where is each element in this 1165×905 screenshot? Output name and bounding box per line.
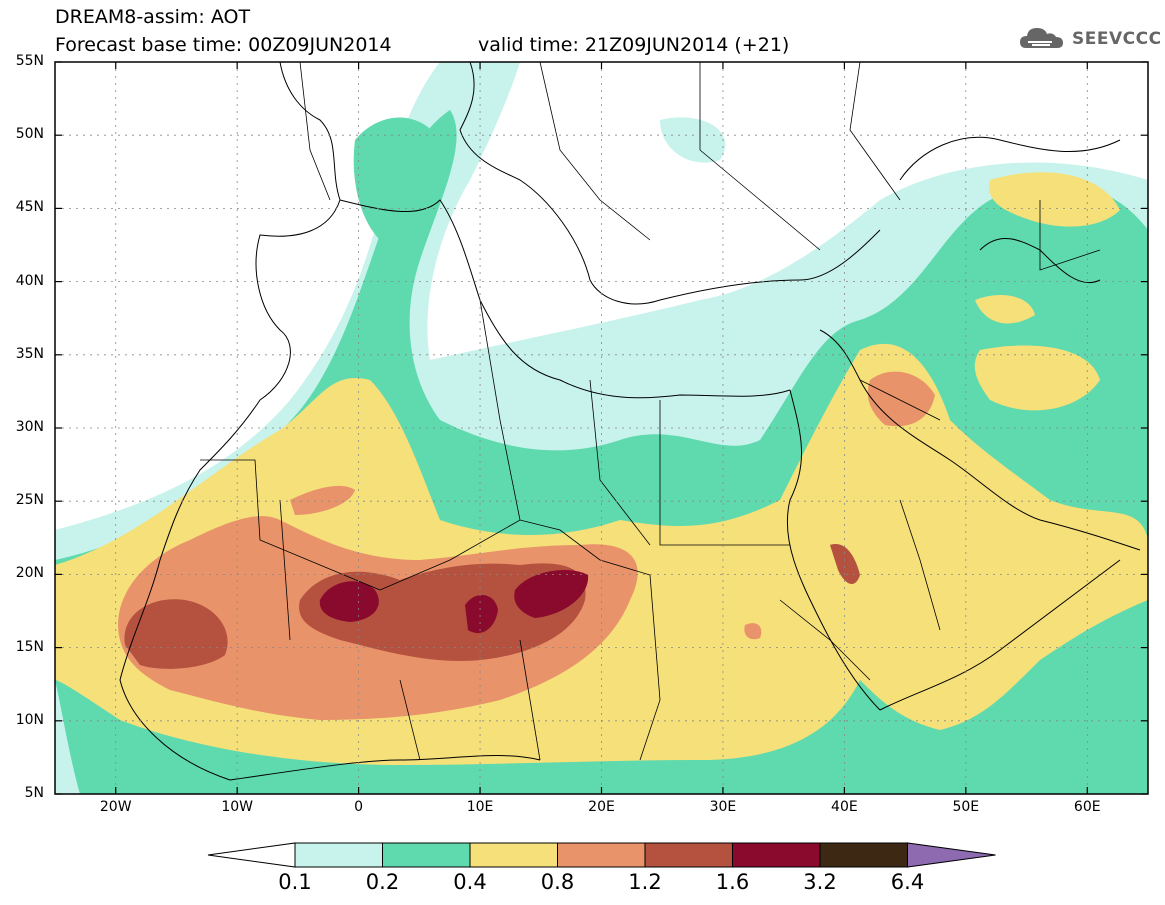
lon-label: 60E	[1073, 799, 1101, 815]
lon-label: 10E	[466, 799, 494, 815]
colorbar-level-label: 0.4	[453, 870, 487, 894]
country-borders	[200, 62, 1101, 761]
lon-label: 20E	[588, 799, 615, 815]
colorbar-level-label: 0.8	[540, 870, 575, 894]
colorbar-segment	[732, 842, 821, 868]
map-title: DREAM8-assim: AOT	[55, 6, 251, 28]
lat-label: 5N	[24, 785, 44, 801]
colorbar-segment	[557, 842, 646, 868]
colorbar-under-arrow	[207, 842, 296, 868]
lon-label: 30E	[709, 799, 737, 815]
colorbar-segment	[644, 842, 733, 868]
logo-text: SEEVCCC	[1072, 29, 1162, 49]
lat-label: 40N	[15, 272, 44, 289]
colorbar-segment	[469, 842, 558, 868]
colorbar-segment	[819, 842, 908, 868]
lat-label: 35N	[15, 345, 44, 362]
seevccc-logo: SEEVCCC	[1018, 24, 1162, 54]
graticule	[55, 62, 1148, 794]
colorbar-over-arrow	[907, 842, 996, 868]
coastlines	[119, 62, 1141, 781]
axis-ticks	[55, 61, 1148, 795]
lat-label: 45N	[15, 199, 44, 216]
cloud-icon	[1020, 28, 1063, 48]
forecast-base-time: Forecast base time: 00Z09JUN2014	[55, 34, 392, 56]
colorbar-level-label: 1.6	[715, 870, 750, 894]
lat-label: 50N	[15, 126, 44, 143]
lat-label: 15N	[15, 638, 44, 655]
colorbar-segment	[382, 842, 471, 868]
colorbar-level-label: 0.2	[365, 870, 400, 894]
lon-label: 20W	[99, 799, 132, 815]
lon-label: 40E	[831, 799, 858, 815]
lat-label: 30N	[15, 419, 44, 435]
lon-label: 0	[354, 799, 364, 815]
lon-label: 10W	[221, 799, 253, 815]
colorbar-segment	[294, 842, 383, 868]
colorbar-level-label: 0.1	[278, 870, 312, 894]
aot-band-1.6	[319, 570, 589, 634]
lat-label: 20N	[15, 565, 44, 582]
colorbar-level-label: 3.2	[803, 870, 837, 894]
lat-label: 25N	[15, 492, 44, 509]
colorbar-level-label: 1.2	[628, 870, 662, 894]
lat-label: 10N	[15, 711, 44, 728]
lon-label: 50E	[952, 799, 980, 815]
colorbar	[207, 842, 996, 868]
colorbar-level-label: 6.4	[890, 870, 925, 894]
valid-time: valid time: 21Z09JUN2014 (+21)	[478, 34, 790, 56]
lat-label: 55N	[15, 53, 44, 69]
